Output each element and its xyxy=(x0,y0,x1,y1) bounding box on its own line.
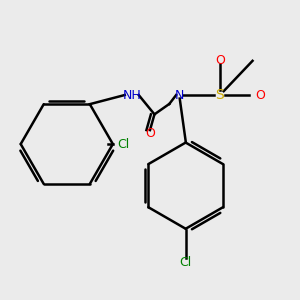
Text: O: O xyxy=(145,127,155,140)
Text: Cl: Cl xyxy=(117,138,130,151)
Text: O: O xyxy=(215,54,225,67)
Text: O: O xyxy=(256,88,266,101)
Text: S: S xyxy=(215,88,224,102)
Text: Cl: Cl xyxy=(179,256,192,269)
Text: NH: NH xyxy=(123,88,142,101)
Text: N: N xyxy=(175,88,184,101)
